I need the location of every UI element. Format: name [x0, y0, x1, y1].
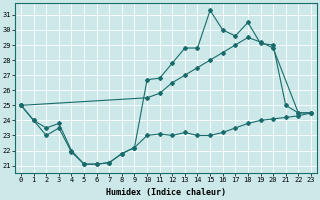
X-axis label: Humidex (Indice chaleur): Humidex (Indice chaleur) [106, 188, 226, 197]
